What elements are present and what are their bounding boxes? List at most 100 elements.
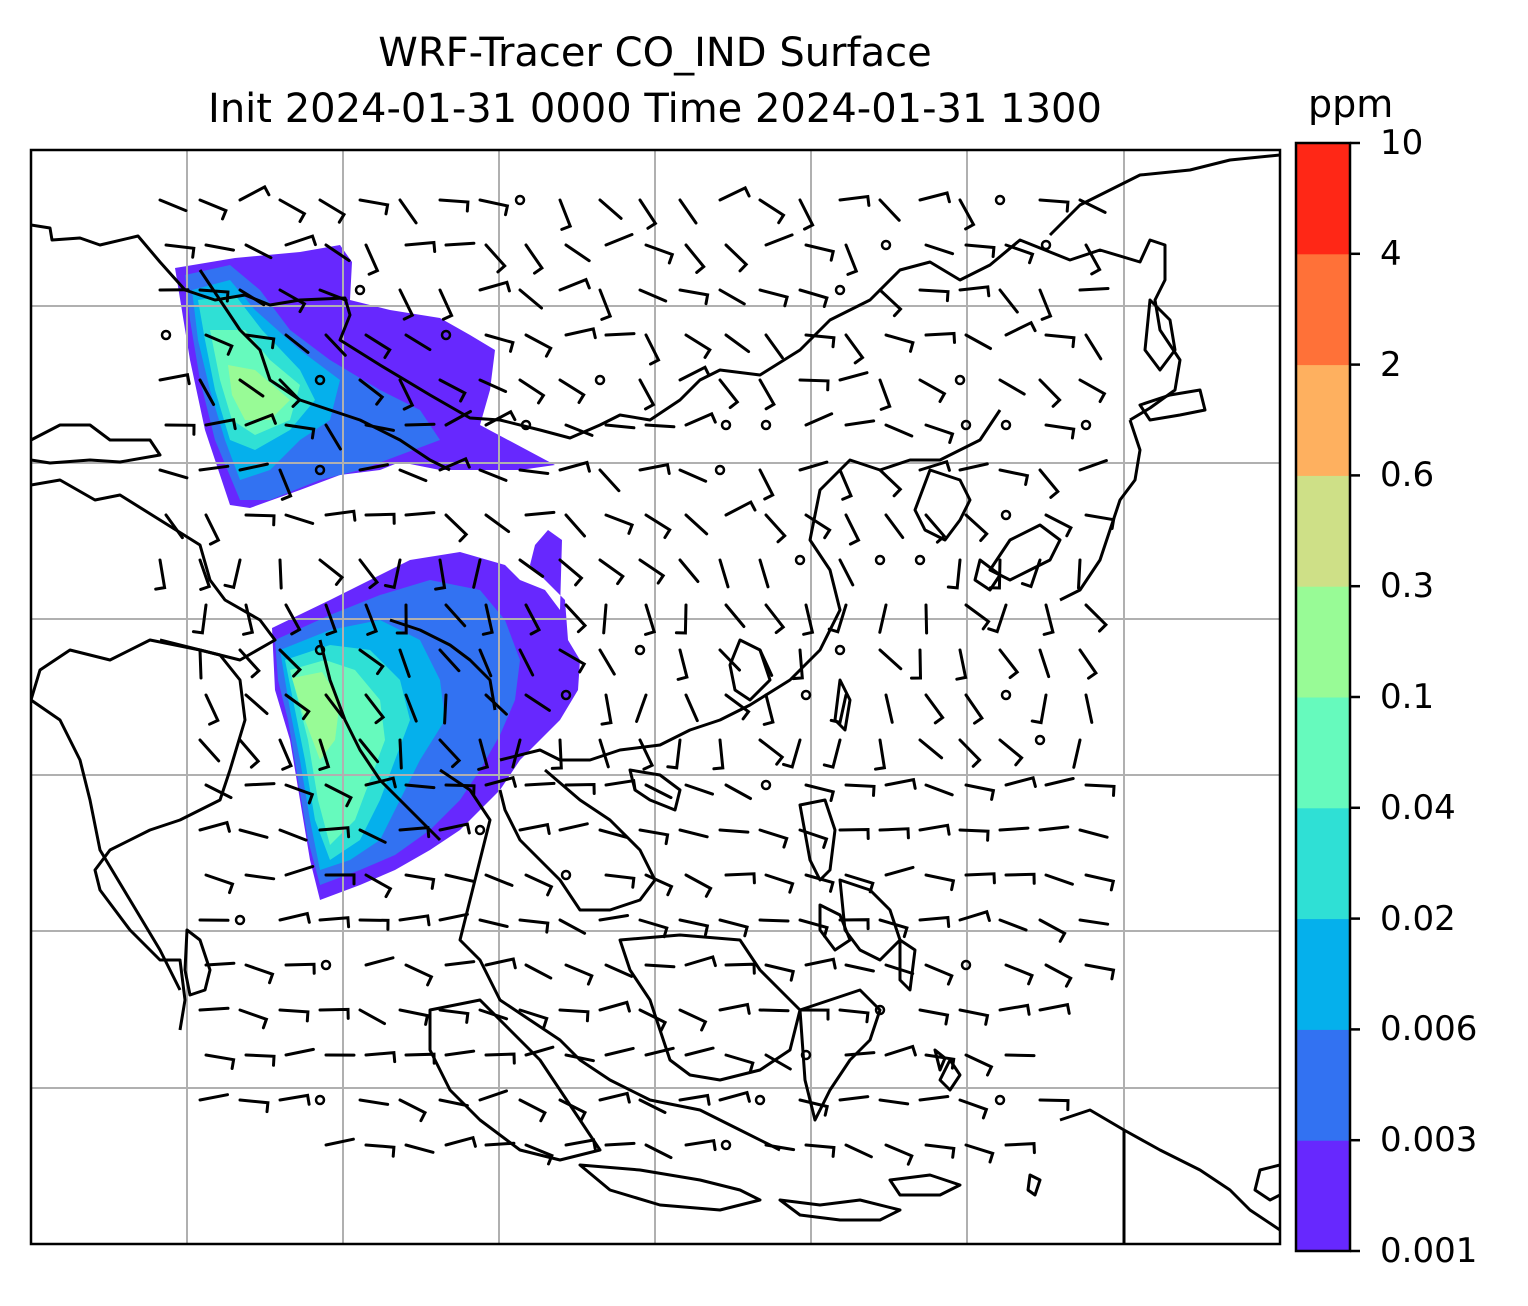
wind-barb: [924, 963, 954, 986]
wind-barb: [924, 243, 955, 256]
wind-barb: [724, 603, 746, 628]
wind-barb: [918, 1008, 950, 1026]
wind-barb: [404, 240, 437, 253]
wind-barb: [946, 558, 962, 590]
wind-barb: [438, 738, 462, 769]
wind-barb: [724, 243, 749, 273]
wind-barb: [524, 693, 551, 712]
wind-barb: [438, 198, 470, 213]
wind-barb: [918, 823, 951, 836]
wind-barb: [284, 865, 315, 877]
wind-barb: [284, 693, 311, 721]
calm-wind-marker: [760, 419, 772, 431]
colorbar-tick-label: 0.02: [1380, 898, 1456, 939]
wind-barb: [718, 185, 751, 202]
wind-barb: [398, 648, 411, 678]
wind-barb: [1038, 468, 1060, 499]
calm-wind-marker: [874, 554, 886, 566]
wind-barb: [564, 513, 586, 538]
wind-barb: [242, 603, 255, 636]
wind-barb: [1038, 1002, 1071, 1015]
wind-barb: [404, 873, 436, 890]
wind-barb: [844, 1051, 876, 1057]
wind-barb: [1078, 459, 1108, 472]
colorbar-tick-label: 2: [1380, 344, 1402, 385]
wind-barb: [804, 1143, 836, 1158]
wind-barb: [638, 918, 669, 939]
wind-barb: [918, 191, 951, 204]
wind-barb: [884, 777, 917, 790]
wind-barb: [324, 333, 347, 357]
wind-barb: [472, 558, 482, 589]
wind-barb: [223, 558, 242, 590]
wind-barb: [438, 1008, 470, 1024]
calm-wind-marker: [160, 329, 172, 341]
wind-barb: [758, 918, 790, 923]
wind-barb: [644, 333, 661, 366]
calm-wind-marker: [314, 644, 326, 656]
wind-barb: [364, 1050, 397, 1064]
wind-barb: [198, 288, 230, 303]
tracer-plume-south: [272, 530, 580, 900]
wind-barb: [604, 1141, 636, 1147]
wind-barb: [358, 918, 390, 931]
wind-barb: [478, 378, 508, 393]
wind-barb: [804, 513, 832, 540]
wind-barb: [924, 693, 945, 725]
map-frame: [29, 148, 1282, 1246]
wind-barb: [758, 378, 776, 411]
wind-barb: [198, 1093, 229, 1102]
wind-barb: [958, 1008, 990, 1026]
colorbar-band: [1296, 1029, 1350, 1141]
wind-barb: [318, 198, 347, 224]
wind-barb: [278, 738, 293, 771]
wind-barb: [443, 693, 448, 725]
calm-wind-marker: [834, 284, 846, 296]
wind-barb: [712, 738, 725, 771]
wind-barb: [518, 468, 550, 475]
wind-barb: [364, 512, 396, 525]
wind-barb: [598, 1091, 631, 1104]
wind-barb: [874, 738, 887, 771]
wind-barb: [318, 826, 351, 839]
wind-barb: [958, 285, 991, 298]
wind-barb: [484, 1052, 516, 1065]
wind-barb: [1038, 1098, 1070, 1112]
wind-barb: [364, 423, 395, 432]
wind-barb: [1044, 333, 1076, 349]
wind-barb: [154, 558, 167, 591]
wind-barb: [998, 288, 1019, 314]
wind-barb: [318, 738, 331, 771]
wind-barb: [678, 198, 698, 225]
wind-barb: [284, 962, 316, 975]
wind-barb: [198, 198, 228, 221]
wind-barb: [598, 558, 625, 586]
wind-barb: [764, 233, 794, 247]
wind-barb: [884, 1143, 914, 1166]
wind-barb: [918, 1095, 950, 1102]
wind-barb: [284, 603, 302, 636]
wind-barb: [438, 456, 471, 472]
wind-barb: [764, 873, 795, 894]
wind-barb: [602, 603, 608, 635]
wind-barb: [1038, 288, 1053, 321]
wind-barb: [598, 288, 613, 321]
wind-barb: [238, 648, 261, 679]
wind-barb: [1004, 1053, 1036, 1058]
wind-barb: [798, 378, 830, 392]
wind-barb: [844, 243, 859, 276]
wind-barb: [844, 333, 865, 365]
calm-wind-marker: [560, 869, 572, 881]
wind-barb: [383, 558, 402, 590]
wind-barb: [478, 1089, 508, 1102]
colorbar-band: [1296, 475, 1350, 587]
calm-wind-marker: [994, 194, 1006, 206]
wind-barb: [674, 603, 688, 635]
wind-barb: [484, 243, 507, 274]
wind-barb: [358, 198, 390, 216]
wind-barb: [638, 462, 671, 475]
wind-barb: [964, 872, 996, 885]
wind-barb: [558, 822, 589, 832]
wind-barb: [918, 915, 951, 928]
wind-barb: [604, 963, 634, 978]
